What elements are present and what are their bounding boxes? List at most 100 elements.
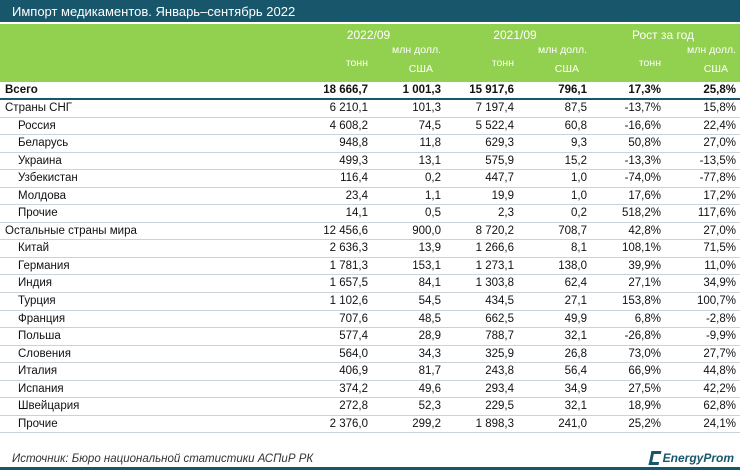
- cell: 116,4: [340, 172, 368, 185]
- table-row: Украина 499,3 13,1 575,9 15,2 -13,3% -13,5%: [0, 153, 740, 171]
- cell: 48,5: [418, 312, 441, 325]
- table-row: Остальные страны мира 12 456,6 900,0 8 720,…: [0, 223, 740, 241]
- cell: 32,1: [564, 330, 587, 343]
- row-label: Страны СНГ: [5, 102, 73, 114]
- cell: 241,0: [558, 417, 587, 430]
- cell: 374,2: [339, 382, 368, 395]
- cell: 56,4: [564, 365, 587, 378]
- cell: 100,7%: [696, 295, 736, 308]
- cell: -16,6%: [624, 119, 661, 132]
- cell: 74,5: [418, 119, 441, 132]
- row-label: Узбекистан: [18, 172, 78, 185]
- cell: 15 917,6: [469, 84, 514, 96]
- cell: 0,2: [571, 207, 587, 220]
- table-row: Россия 4 608,2 74,5 5 522,4 60,8 -16,6% 22,4%: [0, 118, 740, 136]
- cell: 25,2%: [628, 417, 661, 430]
- cell: 87,5: [564, 102, 587, 114]
- table-row: Испания 374,2 49,6 293,4 34,9 27,5% 42,2%: [0, 381, 740, 399]
- cell: 499,3: [339, 154, 368, 167]
- row-label: Индия: [18, 277, 52, 290]
- group-header: 2021/09: [493, 28, 537, 42]
- cell: 1,1: [425, 189, 441, 202]
- cell: 66,9%: [628, 365, 661, 378]
- cell: 447,7: [485, 172, 514, 185]
- logo-text: EnergyProm: [662, 451, 734, 465]
- cell: 13,9: [418, 242, 441, 255]
- cell: -13,5%: [699, 154, 736, 167]
- cell: 662,5: [485, 312, 514, 325]
- cell: 153,8%: [621, 295, 661, 308]
- table-row: Страны СНГ 6 210,1 101,3 7 197,4 87,5 -13,7% 1…: [0, 100, 740, 118]
- cell: 272,8: [339, 400, 368, 413]
- table-row: Италия 406,9 81,7 243,8 56,4 66,9% 44,8%: [0, 363, 740, 381]
- cell: 577,4: [339, 330, 368, 343]
- cell: 117,6%: [697, 207, 736, 220]
- cell: 948,8: [339, 137, 368, 150]
- cell: 15,2: [564, 154, 587, 167]
- cell: -2,8%: [705, 312, 736, 325]
- unit-usd: млн долл.: [392, 44, 441, 56]
- row-label: Польша: [18, 330, 61, 343]
- row-label: Италия: [18, 365, 58, 378]
- cell: 575,9: [485, 154, 514, 167]
- unit-usd-suffix: США: [554, 63, 579, 75]
- cell: 434,5: [485, 295, 514, 308]
- table-row: Франция 707,6 48,5 662,5 49,9 6,8% -2,8%: [0, 311, 740, 329]
- cell: 14,1: [345, 207, 368, 220]
- table-title: Импорт медикаментов. Январь–сентябрь 202…: [0, 0, 740, 24]
- cell: 84,1: [418, 277, 441, 290]
- row-label: Прочие: [18, 207, 58, 220]
- cell: 564,0: [339, 347, 368, 360]
- row-label: Испания: [18, 382, 64, 395]
- cell: 27,5%: [628, 382, 661, 395]
- table-row: Турция 1 102,6 54,5 434,5 27,1 153,8% 100,7%: [0, 293, 740, 311]
- cell: 27,1%: [628, 277, 661, 290]
- table-row: Польша 577,4 28,9 788,7 32,1 -26,8% -9,9%: [0, 328, 740, 346]
- cell: -74,0%: [624, 172, 661, 185]
- cell: 707,6: [339, 312, 368, 325]
- group-header: Рост за год: [631, 28, 694, 42]
- row-label: Франция: [18, 312, 66, 325]
- cell: 1 898,3: [475, 417, 514, 430]
- group-header: 2022/09: [346, 28, 391, 42]
- cell: 39,9%: [628, 259, 661, 272]
- cell: 18 666,7: [323, 84, 368, 96]
- cell: -9,9%: [705, 330, 736, 343]
- table-row: Беларусь 948,8 11,8 629,3 9,3 50,8% 27,0%: [0, 135, 740, 153]
- cell: 49,6: [418, 382, 441, 395]
- cell: 1,0: [571, 189, 587, 202]
- cell: 27,7%: [703, 347, 736, 360]
- cell: 2,3: [498, 207, 514, 220]
- row-label: Китай: [18, 242, 50, 255]
- cell: 13,1: [418, 154, 441, 167]
- cell: 17,6%: [628, 189, 661, 202]
- footer: Источник: Бюро национальной статистики А…: [0, 450, 740, 470]
- table-row: Прочие 14,1 0,5 2,3 0,2 518,2% 117,6%: [0, 205, 740, 223]
- cell: 108,1%: [621, 242, 661, 255]
- cell: 27,0%: [703, 137, 736, 150]
- cell: 27,1: [564, 295, 587, 308]
- table-row: Прочие 2 376,0 299,2 1 898,3 241,0 25,2% 24,1%: [0, 416, 740, 434]
- row-label: Турция: [18, 295, 56, 308]
- cell: 101,3: [412, 102, 441, 114]
- cell: 22,4%: [703, 119, 736, 132]
- cell: 406,9: [339, 365, 368, 378]
- logo-mark-icon: [648, 451, 662, 465]
- cell: 42,2%: [703, 382, 736, 395]
- cell: 1,0: [571, 172, 587, 185]
- cell: 5 522,4: [475, 119, 514, 132]
- row-label: Германия: [18, 259, 70, 272]
- table-header: 2022/09 2021/09 Рост за год тонн млн долл. СШ…: [0, 24, 740, 82]
- cell: 4 608,2: [329, 119, 368, 132]
- cell: 54,5: [418, 295, 441, 308]
- cell: 34,3: [418, 347, 441, 360]
- energyprom-logo: EnergyProm: [648, 451, 734, 465]
- cell: 60,8: [564, 119, 587, 132]
- cell: 1 657,5: [329, 277, 368, 290]
- row-label: Остальные страны мира: [5, 224, 137, 237]
- table-row: Молдова 23,4 1,1 19,9 1,0 17,6% 17,2%: [0, 188, 740, 206]
- table-row: Китай 2 636,3 13,9 1 266,6 8,1 108,1% 71,5%: [0, 240, 740, 258]
- cell: -13,7%: [624, 102, 661, 114]
- cell: -26,8%: [624, 330, 661, 343]
- row-label: Россия: [18, 119, 56, 132]
